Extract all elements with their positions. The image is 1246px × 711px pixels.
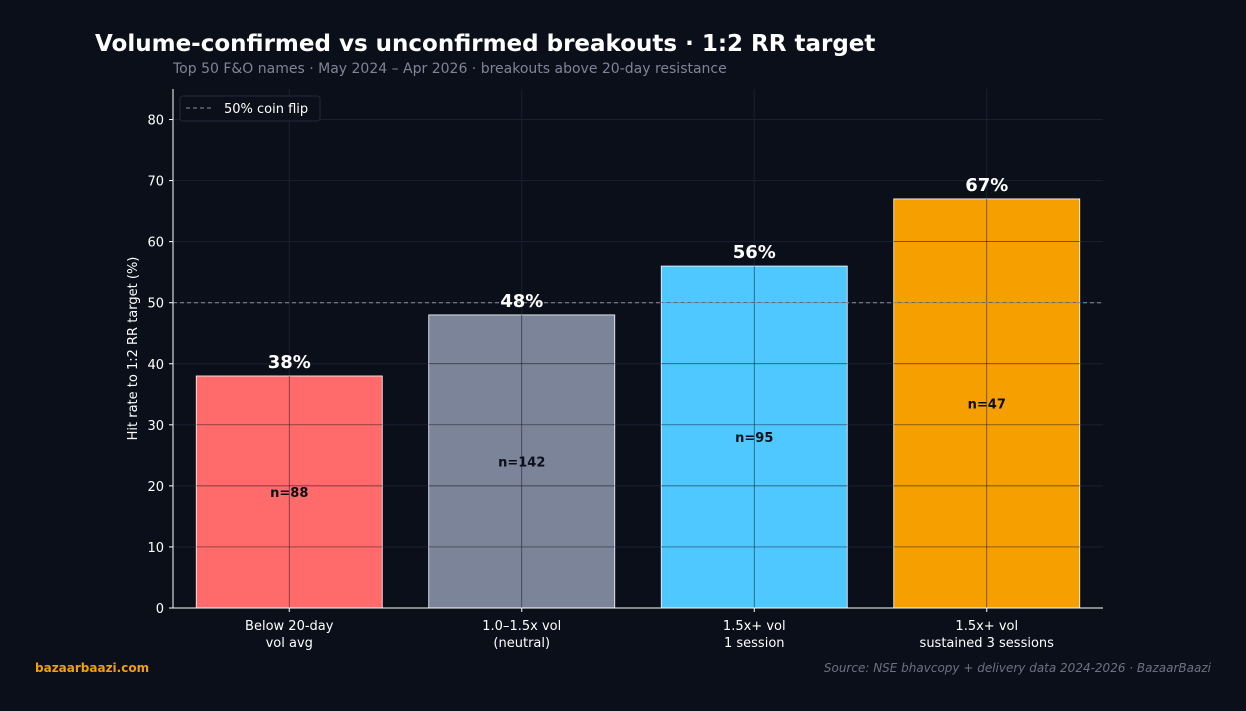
bar-value-label: 38% (268, 352, 311, 373)
bar-value-label: 56% (733, 242, 776, 263)
bar-count-label: n=95 (735, 431, 773, 446)
x-tick-label: (neutral) (493, 636, 550, 651)
legend-label: 50% coin flip (224, 102, 308, 117)
source-note: Source: NSE bhavcopy + delivery data 202… (823, 661, 1211, 675)
x-tick-label: Below 20-day (245, 619, 334, 634)
bar-count-label: n=142 (498, 455, 545, 470)
bar-value-label: 48% (500, 291, 543, 312)
x-tick-label: 1.5x+ vol (955, 619, 1018, 634)
x-tick-label: 1.0–1.5x vol (482, 619, 561, 634)
y-tick-label: 20 (147, 480, 164, 495)
x-tick-label: vol avg (266, 636, 313, 651)
y-tick-label: 0 (156, 602, 164, 617)
y-tick-label: 80 (147, 114, 164, 129)
y-tick-label: 10 (147, 541, 164, 556)
bar-count-label: n=47 (968, 397, 1006, 412)
bar-value-label: 67% (965, 175, 1008, 196)
y-tick-label: 40 (147, 358, 164, 373)
y-axis-label: Hit rate to 1:2 RR target (%) (126, 257, 141, 441)
y-tick-label: 50 (147, 297, 164, 312)
chart-title: Volume-confirmed vs unconfirmed breakout… (95, 31, 876, 57)
brand-link[interactable]: bazaarbaazi.com (35, 661, 150, 675)
legend: 50% coin flip (179, 95, 321, 122)
x-tick-label: sustained 3 sessions (920, 636, 1055, 651)
y-tick-label: 60 (147, 236, 164, 251)
chart-subtitle: Top 50 F&O names · May 2024 – Apr 2026 ·… (173, 61, 727, 77)
x-tick-label: 1 session (724, 636, 785, 651)
y-tick-label: 70 (147, 175, 164, 190)
y-tick-label: 30 (147, 419, 164, 434)
legend-box (179, 95, 321, 122)
x-tick-label: 1.5x+ vol (723, 619, 786, 634)
bar-count-label: n=88 (270, 486, 308, 501)
